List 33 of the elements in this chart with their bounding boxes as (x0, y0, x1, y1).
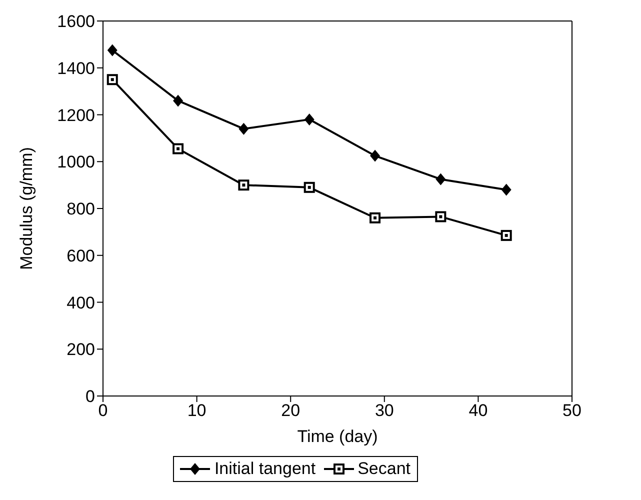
point (238, 180, 250, 191)
point (436, 173, 446, 186)
y-tick-label: 600 (66, 246, 95, 266)
legend-label: Initial tangent (213, 459, 316, 479)
point (435, 211, 446, 222)
y-tick-label: 0 (86, 387, 95, 406)
x-tick-label: 0 (98, 401, 108, 420)
x-tick-label: 20 (281, 401, 300, 420)
x-tick-label: 50 (562, 401, 582, 420)
point (107, 44, 118, 56)
x-tick-label: 10 (187, 401, 206, 420)
y-tick-label: 800 (66, 200, 95, 219)
y-tick-label: 400 (66, 293, 95, 312)
point (106, 74, 118, 86)
point (370, 150, 380, 162)
y-axis-title: Modulus (g/mm) (17, 147, 36, 270)
point (304, 182, 315, 193)
y-tick-label: 200 (66, 340, 95, 360)
point (370, 212, 381, 224)
x-tick-label: 40 (468, 401, 488, 420)
legend-label: Secant (356, 459, 411, 479)
x-tick-label: 30 (374, 401, 394, 420)
x-axis-title: Time (day) (297, 427, 378, 446)
point (172, 143, 184, 154)
y-tick-label: 1000 (57, 152, 95, 172)
y-tick-label: 1600 (57, 12, 95, 32)
point (304, 113, 314, 126)
point (501, 184, 512, 196)
y-tick-label: 1200 (57, 106, 95, 125)
point (238, 122, 249, 135)
point (500, 230, 512, 241)
y-tick-label: 1400 (57, 58, 95, 78)
point (173, 94, 184, 107)
